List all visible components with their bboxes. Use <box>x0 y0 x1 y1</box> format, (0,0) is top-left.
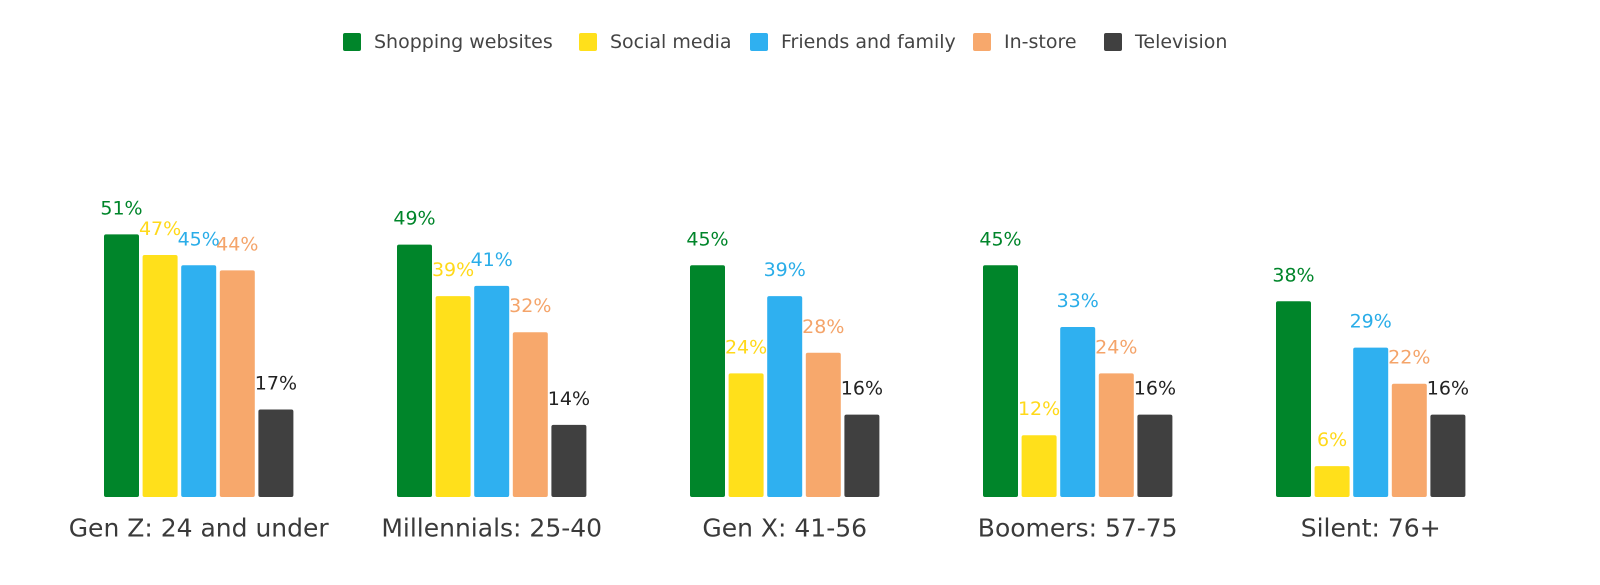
bar-television-1 <box>258 409 294 497</box>
value-label-television-2: 14% <box>548 388 590 410</box>
category-label-3: Gen X: 41-56 <box>702 514 867 543</box>
bar-friends-and-family-1 <box>181 265 217 497</box>
value-label-shopping-websites-1: 51% <box>100 197 142 219</box>
legend-label-social-media: Social media <box>610 31 732 53</box>
bar-friends-and-family-2 <box>474 285 510 497</box>
bar-in-store-1 <box>219 270 255 497</box>
bar-shopping-websites-1 <box>104 234 139 497</box>
legend: Shopping websites Social media Friends and… <box>343 31 1227 53</box>
value-label-friends-and-family-5: 29% <box>1350 311 1392 333</box>
value-label-social-media-3: 24% <box>725 336 767 358</box>
category-label-4: Boomers: 57-75 <box>978 514 1178 543</box>
bar-television-5 <box>1430 414 1466 497</box>
legend-swatch-shopping-websites <box>343 33 361 51</box>
bar-television-4 <box>1137 414 1173 497</box>
value-label-social-media-2: 39% <box>432 259 474 281</box>
legend-swatch-in-store <box>973 33 991 51</box>
bar-shopping-websites-4 <box>983 265 1018 497</box>
value-label-social-media-4: 12% <box>1018 398 1060 420</box>
value-label-shopping-websites-2: 49% <box>393 208 435 230</box>
bar-shopping-websites-3 <box>690 265 725 497</box>
value-label-friends-and-family-3: 39% <box>764 259 806 281</box>
legend-swatch-social-media <box>579 33 597 51</box>
value-label-television-5: 16% <box>1427 378 1469 400</box>
bar-shopping-websites-2 <box>397 244 432 497</box>
bar-in-store-2 <box>512 332 548 497</box>
legend-label-friends-and-family: Friends and family <box>781 31 956 53</box>
category-label-1: Gen Z: 24 and under <box>69 514 330 543</box>
value-label-in-store-5: 22% <box>1388 347 1430 369</box>
bar-friends-and-family-3 <box>767 296 803 497</box>
bar-social-media-3 <box>728 373 764 497</box>
category-label-5: Silent: 76+ <box>1301 514 1441 543</box>
bar-friends-and-family-5 <box>1353 347 1389 497</box>
value-label-shopping-websites-4: 45% <box>979 228 1021 250</box>
value-label-television-3: 16% <box>841 378 883 400</box>
category-labels: Gen Z: 24 and under Millennials: 25-40 Gen… <box>69 514 1441 543</box>
bar-in-store-5 <box>1391 383 1427 497</box>
bar-television-3 <box>844 414 880 497</box>
bar-television-2 <box>551 424 587 497</box>
bar-social-media-4 <box>1021 435 1057 497</box>
value-label-social-media-5: 6% <box>1317 429 1347 451</box>
bar-social-media-5 <box>1314 466 1350 497</box>
bar-in-store-4 <box>1098 373 1134 497</box>
bar-friends-and-family-4 <box>1060 327 1096 497</box>
bar-shopping-websites-5 <box>1276 301 1311 497</box>
legend-swatch-friends-and-family <box>750 33 768 51</box>
bar-social-media-1 <box>142 254 178 497</box>
bar-in-store-3 <box>805 352 841 497</box>
bars <box>104 234 1466 497</box>
value-label-television-1: 17% <box>255 372 297 394</box>
value-label-social-media-1: 47% <box>139 218 181 240</box>
category-label-2: Millennials: 25-40 <box>381 514 602 543</box>
value-label-friends-and-family-4: 33% <box>1057 290 1099 312</box>
value-label-in-store-3: 28% <box>802 316 844 338</box>
value-label-shopping-websites-3: 45% <box>686 228 728 250</box>
value-label-shopping-websites-5: 38% <box>1272 264 1314 286</box>
legend-label-in-store: In-store <box>1004 31 1077 53</box>
legend-label-shopping-websites: Shopping websites <box>374 31 553 53</box>
legend-label-television: Television <box>1134 31 1227 53</box>
value-label-friends-and-family-2: 41% <box>471 249 513 271</box>
bar-social-media-2 <box>435 296 471 497</box>
legend-swatch-television <box>1104 33 1122 51</box>
value-label-friends-and-family-1: 45% <box>178 228 220 250</box>
value-labels: 51%47%45%44%17%49%39%41%32%14%45%24%39%2… <box>100 197 1469 451</box>
value-label-in-store-4: 24% <box>1095 336 1137 358</box>
value-label-in-store-2: 32% <box>509 295 551 317</box>
value-label-in-store-1: 44% <box>216 233 258 255</box>
value-label-television-4: 16% <box>1134 378 1176 400</box>
